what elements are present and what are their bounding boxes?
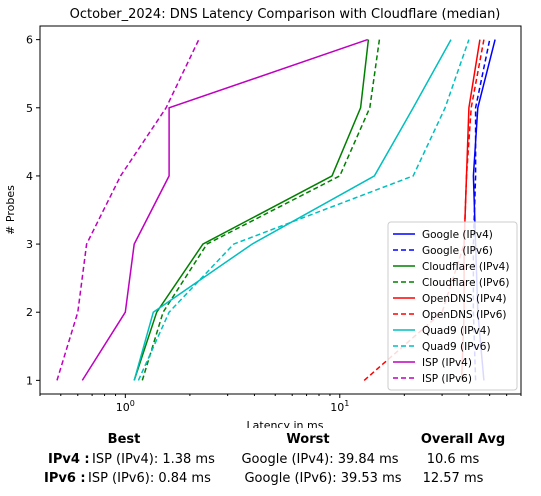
chart-title: October_2024: DNS Latency Comparison wit… [70, 7, 501, 22]
series-line-isp-ipv4 [81, 38, 368, 381]
legend-entry: OpenDNS (IPv4) [422, 293, 507, 305]
y-tick-label: 6 [26, 34, 33, 47]
ipv4-best-value: ISP (IPv4): 1.38 ms [92, 452, 215, 467]
series-line-cloudflare-ipv4 [133, 39, 370, 381]
series-line-cloudflare-ipv6 [141, 39, 381, 381]
legend-entry: ISP (IPv4) [422, 357, 472, 369]
legend-entry: OpenDNS (IPv6) [422, 309, 507, 321]
best-header: Best [107, 432, 141, 447]
legend-entry: Quad9 (IPv4) [422, 325, 491, 337]
ipv4-row-label: IPv4 : [48, 452, 90, 467]
y-axis-ticks: 1 2 3 4 5 6 [26, 34, 40, 387]
y-tick-label: 3 [26, 238, 33, 251]
summary-stats: Best Worst Overall Avg IPv4 : ISP (IPv4)… [0, 428, 541, 496]
series-line-isp-ipv6 [56, 39, 200, 381]
y-axis-label: # Probes [4, 185, 17, 235]
legend-entry: Cloudflare (IPv6) [422, 277, 509, 289]
legend-entry: Cloudflare (IPv4) [422, 261, 509, 273]
y-tick-label: 4 [26, 170, 33, 183]
series-line-quad9-ipv6 [137, 39, 470, 381]
x-axis-label: Latency in ms [247, 419, 324, 428]
ipv4-worst-value: Google (IPv4): 39.84 ms [241, 452, 399, 467]
ipv6-worst-value: Google (IPv6): 39.53 ms [244, 471, 402, 486]
legend-entry: ISP (IPv6) [422, 373, 472, 385]
plot-area [39, 25, 522, 395]
series-line-quad9-ipv4 [133, 39, 452, 381]
x-axis-ticks: 100 101 [39, 394, 522, 414]
chart-legend: Google (IPv4) Google (IPv6) Cloudflare (IP… [387, 221, 518, 391]
worst-header: Worst [286, 432, 330, 447]
ipv6-row-label: IPv6 : [44, 471, 86, 486]
legend-entry: Google (IPv6) [422, 245, 493, 257]
latency-chart: October_2024: DNS Latency Comparison wit… [4, 7, 522, 428]
ipv4-avg-value: 10.6 ms [426, 452, 480, 467]
x-tick-label: 100 [116, 399, 135, 414]
legend-box [387, 221, 518, 391]
legend-entry: Google (IPv4) [422, 229, 493, 241]
ipv6-avg-value: 12.57 ms [422, 471, 484, 486]
y-tick-label: 5 [26, 102, 33, 115]
ipv6-best-value: ISP (IPv6): 0.84 ms [88, 471, 211, 486]
y-tick-label: 1 [26, 374, 33, 387]
legend-entry: Quad9 (IPv6) [422, 341, 491, 353]
series-line-opendns-ipv6 [363, 39, 485, 381]
y-tick-label: 2 [26, 306, 33, 319]
avg-header: Overall Avg [420, 432, 506, 447]
x-tick-label: 101 [330, 399, 349, 414]
